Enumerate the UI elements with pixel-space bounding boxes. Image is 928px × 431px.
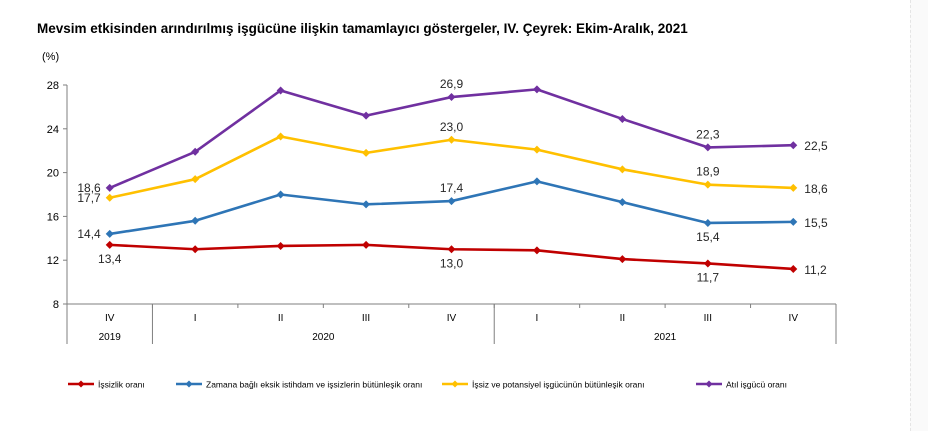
x-tick-label: IV [105,313,115,324]
page-edge [910,0,928,431]
series-1-marker [447,245,456,254]
x-tick-label: III [704,313,712,324]
y-tick-label: 24 [47,124,59,136]
series-3-marker [532,145,541,154]
series-4-marker [447,93,456,102]
y-tick-label: 12 [47,255,59,267]
data-label: 13,4 [98,252,122,266]
y-tick-label: 28 [47,80,59,92]
series-1-marker [789,264,798,273]
x-tick-label: IV [789,313,799,324]
data-label: 11,2 [804,263,827,277]
series-2-marker [191,216,200,225]
legend-marker-1 [77,380,85,388]
year-label: 2021 [654,332,677,343]
x-tick-label: I [194,313,197,324]
y-tick-label: 8 [53,299,59,311]
series-1-marker [362,240,371,249]
series-4-marker [276,86,285,95]
series-3-marker [789,183,798,192]
series-2-marker [276,190,285,199]
series-2-marker [789,217,798,226]
x-tick-label: II [620,313,626,324]
legend-label-1: İşsizlik oranı [98,380,145,390]
series-4-marker [703,143,712,152]
year-label: 2019 [99,332,122,343]
x-tick-label: III [362,313,370,324]
series-4-marker [618,114,627,123]
legend-label-2: Zamana bağlı eksik istihdam ve işsizleri… [206,380,422,390]
series-2-marker [532,177,541,186]
legend-marker-4 [705,380,713,388]
series-3-marker [105,193,114,202]
series-4-marker [191,147,200,156]
series-4-marker [532,85,541,94]
series-1-marker [618,255,627,264]
year-label: 2020 [312,332,335,343]
y-tick-label: 20 [47,168,59,180]
legend-marker-3 [451,380,459,388]
data-label: 17,4 [440,181,464,195]
series-3-marker [191,175,200,184]
data-label: 15,4 [696,230,720,244]
data-label: 14,4 [77,227,101,241]
series-1-marker [105,240,114,249]
legend-label-4: Atıl işgücü oranı [726,380,787,390]
series-1-marker [191,245,200,254]
series-1-marker [532,246,541,255]
y-axis-label: (%) [42,51,59,63]
x-tick-label: I [536,313,539,324]
data-label: 22,5 [804,139,828,153]
series-2-marker [105,229,114,238]
series-4-marker [362,111,371,120]
data-label: 18,6 [804,182,828,196]
series-2-marker [703,218,712,227]
series-1-marker [703,259,712,268]
series-2-marker [618,198,627,207]
series-3-marker [276,132,285,141]
data-label: 15,5 [804,216,828,230]
x-tick-label: IV [447,313,457,324]
series-1-marker [276,241,285,250]
data-label: 26,9 [440,77,464,91]
data-label: 11,7 [697,270,720,284]
series-3-marker [618,165,627,174]
series-3-marker [362,148,371,157]
chart-title: Mevsim etkisinden arındırılmış işgücüne … [37,21,688,36]
data-label: 23,0 [440,120,464,134]
legend-label-3: İşsiz ve potansiyel işgücünün bütünleşik… [472,380,644,390]
legend-marker-2 [185,380,193,388]
data-label: 17,7 [77,191,101,205]
data-label: 18,6 [77,181,101,195]
data-label: 13,0 [440,256,464,270]
series-3-marker [703,180,712,189]
data-label: 18,9 [696,165,720,179]
series-4-marker [789,141,798,150]
series-2-marker [362,200,371,209]
data-label: 22,3 [696,127,720,141]
series-4-marker [105,183,114,192]
y-tick-label: 16 [47,211,59,223]
series-3-marker [447,135,456,144]
series-2-marker [447,197,456,206]
x-tick-label: II [278,313,284,324]
